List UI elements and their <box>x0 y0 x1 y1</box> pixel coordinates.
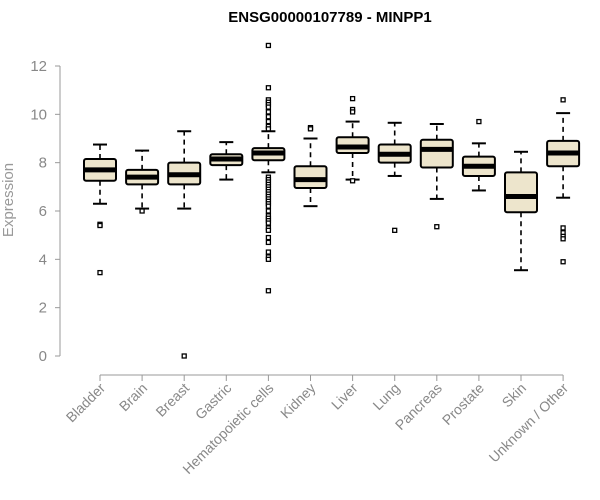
outlier-point <box>265 249 272 255</box>
outlier-point <box>265 239 272 246</box>
y-tick-label: 2 <box>39 300 47 317</box>
outlier-point <box>434 224 440 230</box>
outlier-point <box>560 236 566 242</box>
x-tick-label: Lung <box>369 380 402 413</box>
outlier-point <box>476 118 482 125</box>
box-iqr <box>504 171 538 214</box>
outlier-point <box>560 259 566 265</box>
y-tick-label: 10 <box>30 106 47 123</box>
outlier-point <box>97 222 103 229</box>
outlier-point <box>265 220 272 226</box>
outlier-point <box>349 178 356 184</box>
outlier-point <box>265 85 272 91</box>
outlier-point <box>265 203 272 209</box>
x-tick-label: Unknown / Other <box>486 380 572 466</box>
x-tick-label: Prostate <box>439 380 487 428</box>
outlier-point <box>265 114 272 120</box>
outlier-point <box>265 104 272 110</box>
y-axis-label: Expression <box>0 163 17 237</box>
outlier-point <box>349 109 356 115</box>
outlier-point <box>560 225 566 231</box>
y-tick-label: 0 <box>39 348 47 365</box>
outlier-point <box>181 353 187 359</box>
y-tick-label: 12 <box>30 58 47 75</box>
x-tick-label: Skin <box>499 380 530 411</box>
outlier-point <box>265 126 272 132</box>
y-axis: 0 2 4 6 8 10 12 <box>30 58 61 365</box>
outlier-point <box>265 227 272 233</box>
outlier-point <box>307 126 314 132</box>
x-tick-label: Brain <box>116 380 150 414</box>
outlier-point <box>265 109 272 115</box>
chart-title: ENSG00000107789 - MINPP1 <box>228 9 431 26</box>
outlier-point <box>349 95 356 102</box>
outlier-point <box>265 256 272 262</box>
x-tick-label: Kidney <box>277 380 319 422</box>
y-tick-label: 8 <box>39 155 47 172</box>
x-tick-label: Liver <box>328 380 361 413</box>
outlier-point <box>265 288 272 294</box>
outlier-point <box>265 118 272 125</box>
x-tick-label: Breast <box>152 380 192 420</box>
outliers-layer <box>97 42 566 359</box>
y-tick-label: 6 <box>39 203 47 220</box>
boxes-layer <box>83 136 581 214</box>
outlier-point <box>265 42 272 49</box>
outlier-point <box>97 269 103 276</box>
outlier-point <box>392 227 398 233</box>
outlier-point <box>560 97 566 103</box>
y-tick-label: 4 <box>39 251 47 268</box>
x-tick-label: Pancreas <box>392 380 445 433</box>
whiskers-layer <box>93 112 571 272</box>
outlier-point <box>265 234 272 241</box>
outlier-point <box>139 208 145 214</box>
outlier-point <box>265 208 272 214</box>
box-iqr <box>419 138 454 169</box>
x-tick-label: Bladder <box>63 380 109 426</box>
